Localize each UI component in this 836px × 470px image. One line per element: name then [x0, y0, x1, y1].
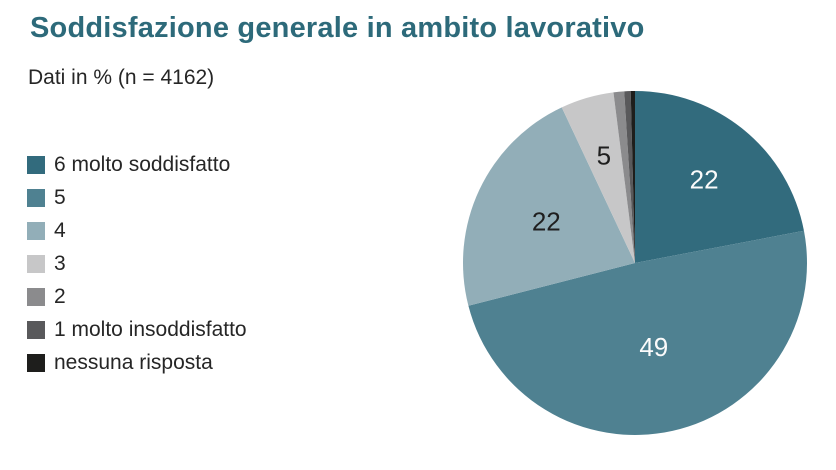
pie-slice-1 — [635, 91, 804, 263]
pie-slice-label: 5 — [597, 141, 611, 171]
legend-label: 5 — [54, 186, 66, 209]
pie-slice-2 — [468, 230, 807, 435]
legend: 6 molto soddisfatto 5 4 3 2 1 molto insoddisf… — [27, 148, 247, 379]
legend-swatch — [27, 221, 45, 240]
legend-item-1: 6 molto soddisfatto — [27, 148, 247, 181]
chart-title: Soddisfazione generale in ambito lavorat… — [30, 12, 645, 44]
pie-slice-label: 22 — [690, 165, 719, 195]
legend-item-7: nessuna risposta — [27, 346, 247, 379]
legend-swatch — [27, 320, 45, 339]
chart-subtitle: Dati in % (n = 4162) — [28, 66, 215, 89]
legend-swatch — [27, 254, 45, 273]
legend-item-3: 4 — [27, 214, 247, 247]
pie-slice-5 — [613, 91, 635, 263]
legend-swatch — [27, 155, 45, 174]
legend-label: nessuna risposta — [54, 351, 213, 374]
pie-slice-3 — [462, 107, 635, 306]
pie-chart: 22 49 22 5 — [462, 90, 807, 435]
legend-label: 3 — [54, 252, 66, 275]
legend-item-4: 3 — [27, 247, 247, 280]
legend-label: 4 — [54, 219, 66, 242]
pie-slice-6 — [624, 91, 635, 263]
legend-item-6: 1 molto insoddisfatto — [27, 313, 247, 346]
legend-item-5: 2 — [27, 280, 247, 313]
legend-swatch — [27, 353, 45, 372]
pie-slice-7 — [630, 90, 635, 264]
legend-label: 6 molto soddisfatto — [54, 153, 231, 176]
legend-item-2: 5 — [27, 181, 247, 214]
legend-swatch — [27, 188, 45, 207]
pie-slice-4 — [561, 92, 635, 263]
legend-swatch — [27, 287, 45, 306]
legend-label: 2 — [54, 285, 66, 308]
pie-slice-label: 49 — [639, 332, 668, 362]
pie-slice-label: 22 — [532, 206, 561, 236]
legend-label: 1 molto insoddisfatto — [54, 318, 247, 341]
